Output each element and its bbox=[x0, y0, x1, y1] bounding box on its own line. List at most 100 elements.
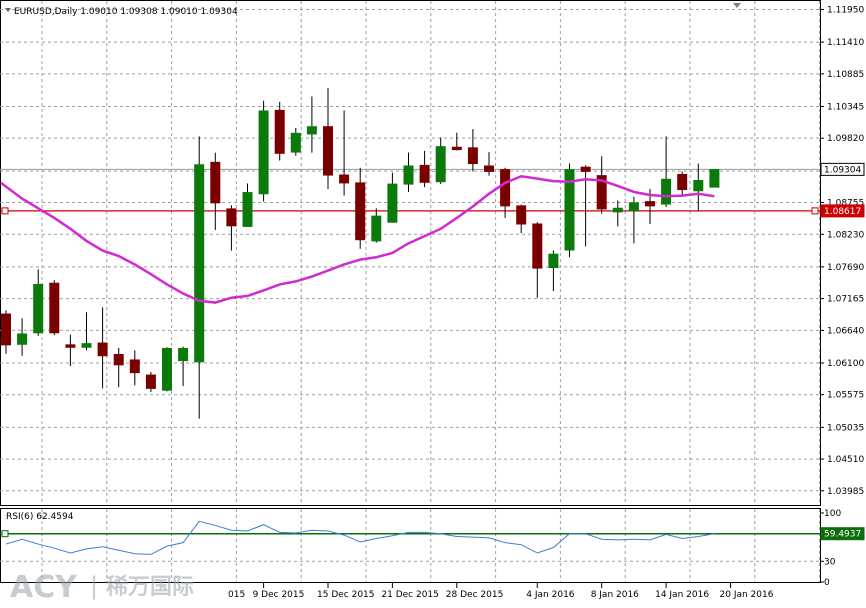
time-axis: 9 Dec 2015 15 Dec 2015 21 Dec 2015 28 Dec 2… bbox=[228, 583, 774, 600]
price-axis: 1.119501.114101.108851.103451.098201.092… bbox=[820, 5, 864, 497]
time-tick-label: 4 Jan 2016 bbox=[526, 590, 574, 600]
bear-candle bbox=[97, 342, 108, 357]
bull-candle bbox=[548, 253, 559, 269]
rsi-axis: 10070300 bbox=[820, 509, 841, 588]
bull-candle bbox=[17, 333, 28, 345]
main-grid bbox=[0, 1, 821, 505]
current-price-tag: 1.09304 bbox=[824, 165, 861, 175]
price-tick-label: 1.08230 bbox=[827, 230, 864, 240]
candles bbox=[1, 88, 720, 419]
time-tick-label: 20 Jan 2016 bbox=[720, 590, 774, 600]
bull-candle bbox=[242, 192, 253, 227]
price-tick-label: 1.10885 bbox=[827, 70, 864, 80]
bear-candle bbox=[355, 182, 366, 241]
bear-candle bbox=[484, 165, 494, 172]
time-tick-label: 8 Jan 2016 bbox=[591, 590, 639, 600]
menu-triangle-icon[interactable] bbox=[5, 8, 11, 12]
rsi-level-tag: 59.4937 bbox=[820, 527, 865, 541]
rsi-tick-label: 30 bbox=[824, 557, 836, 567]
price-tick-label: 1.03985 bbox=[827, 487, 864, 497]
watermark-brand: ACY bbox=[10, 570, 78, 605]
moving-average-line bbox=[0, 174, 715, 304]
bull-candle bbox=[709, 169, 720, 188]
bull-candle bbox=[258, 110, 269, 195]
hline-price-tag: 1.08617 bbox=[824, 207, 861, 217]
bull-candle bbox=[306, 126, 317, 135]
bear-candle bbox=[596, 175, 607, 210]
bear-candle bbox=[65, 344, 76, 348]
bear-candle bbox=[49, 282, 60, 334]
bear-candle bbox=[532, 223, 543, 269]
price-tick-label: 1.07690 bbox=[827, 263, 864, 273]
bull-candle bbox=[33, 283, 44, 334]
bear-candle bbox=[516, 205, 527, 225]
rsi-level-tag-box bbox=[820, 527, 865, 541]
price-tick-label: 1.06100 bbox=[827, 359, 864, 369]
time-tick-label-partial: 015 bbox=[228, 590, 245, 600]
bear-candle bbox=[419, 164, 430, 183]
time-tick-label: 21 Dec 2015 bbox=[381, 590, 439, 600]
bull-candle bbox=[178, 347, 189, 362]
bear-candle bbox=[467, 147, 478, 165]
time-tick-label: 28 Dec 2015 bbox=[446, 590, 504, 600]
bear-candle bbox=[1, 313, 11, 346]
bear-candle bbox=[145, 374, 156, 389]
rsi-level-tag-text: 59.4937 bbox=[824, 530, 861, 540]
rsi-grid bbox=[0, 509, 821, 582]
price-tick-label: 1.11410 bbox=[827, 38, 864, 48]
price-tick-label: 1.06640 bbox=[827, 326, 864, 336]
brand-watermark: ACY | 稀万国际 bbox=[10, 570, 194, 605]
bear-candle bbox=[323, 126, 333, 176]
price-tick-label: 1.08755 bbox=[827, 199, 864, 209]
bull-candle bbox=[387, 183, 398, 223]
bear-candle bbox=[129, 359, 140, 374]
bear-candle bbox=[645, 201, 655, 207]
bear-candle bbox=[274, 109, 285, 154]
bull-candle bbox=[612, 207, 623, 213]
rsi-tick-label: 100 bbox=[824, 509, 841, 519]
bull-candle bbox=[628, 202, 639, 212]
bull-candle bbox=[371, 215, 382, 242]
time-tick-label: 15 Dec 2015 bbox=[317, 590, 375, 600]
price-tick-label: 1.05575 bbox=[827, 391, 864, 401]
time-tick-label: 14 Jan 2016 bbox=[655, 590, 709, 600]
bull-candle bbox=[194, 164, 205, 363]
price-tick-label: 1.07165 bbox=[827, 295, 864, 305]
rsi-line bbox=[5, 520, 715, 555]
rsi-tick-label: 0 bbox=[824, 578, 830, 588]
bull-candle bbox=[435, 146, 446, 183]
rsi-level-left-handle[interactable] bbox=[1, 530, 9, 538]
chart-shift-marker-icon[interactable] bbox=[733, 3, 741, 8]
rsi-label: RSI(6) 62.4594 bbox=[6, 512, 74, 522]
bear-candle bbox=[580, 166, 591, 172]
bear-candle bbox=[677, 173, 688, 191]
hline-right-handle[interactable] bbox=[811, 207, 819, 215]
bull-candle bbox=[162, 347, 172, 391]
bear-candle bbox=[113, 354, 124, 366]
price-tags: 1.09304 1.08617 bbox=[820, 162, 865, 218]
bull-candle bbox=[403, 165, 414, 185]
bull-candle bbox=[290, 132, 301, 153]
price-tick-label: 1.11950 bbox=[827, 5, 864, 15]
main-pane-border bbox=[0, 0, 821, 506]
hline-price-tag-box bbox=[820, 204, 865, 218]
bear-candle bbox=[451, 146, 462, 151]
bear-candle bbox=[339, 174, 350, 184]
rsi-pane-border bbox=[0, 508, 821, 583]
bear-candle bbox=[210, 161, 221, 204]
bear-candle bbox=[226, 208, 237, 227]
hline-left-handle[interactable] bbox=[1, 207, 9, 215]
price-tick-label: 1.04510 bbox=[827, 455, 864, 465]
price-tick-label: 1.10345 bbox=[827, 102, 864, 112]
current-price-tag-box bbox=[820, 162, 865, 176]
time-tick-label: 9 Dec 2015 bbox=[253, 590, 305, 600]
bull-candle bbox=[81, 343, 92, 348]
chart-header: EURUSD,Daily 1.09010 1.09308 1.09010 1.0… bbox=[14, 7, 238, 17]
price-tick-label: 1.09820 bbox=[827, 134, 864, 144]
bull-candle bbox=[693, 179, 704, 192]
price-tick-label: 1.05035 bbox=[827, 423, 864, 433]
watermark-separator: | bbox=[90, 572, 98, 600]
bull-candle bbox=[661, 178, 672, 205]
